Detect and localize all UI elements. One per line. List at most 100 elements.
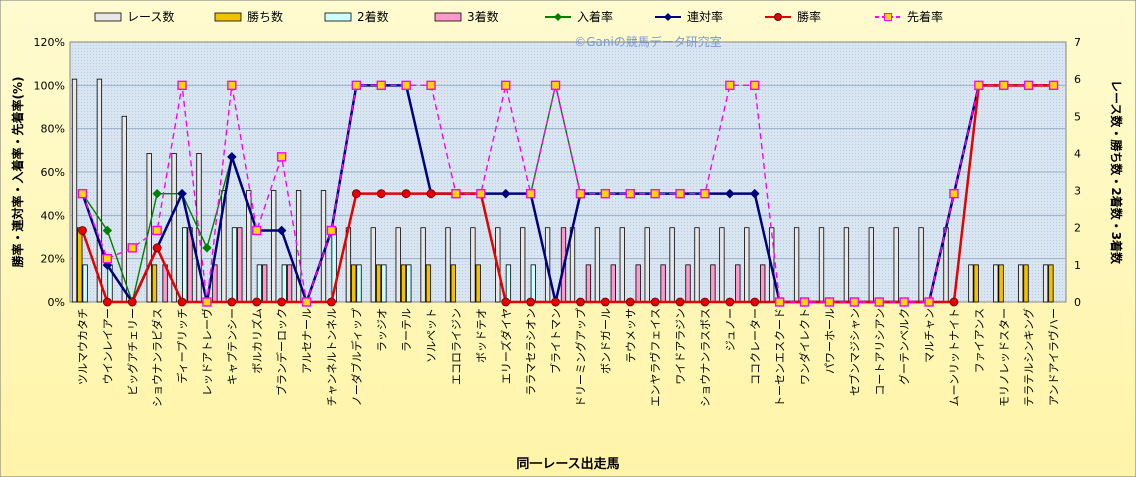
bar-2 [381, 264, 387, 303]
point-2 [949, 297, 959, 307]
x-tick-label: ボッドテオ [475, 308, 488, 363]
x-tick-label: ウインレイアー [101, 308, 114, 384]
x-tick-label: トーセンエスクード [774, 308, 787, 407]
point-2 [351, 189, 361, 199]
legend-marker [774, 13, 782, 21]
x-tick-label: ショウナンラピダス [150, 308, 164, 407]
y-left-tick-label: 120% [34, 36, 65, 49]
point-3 [600, 188, 611, 199]
y-left-tick-label: 0% [48, 296, 65, 309]
y-right-tick-label: 1 [1074, 259, 1081, 272]
point-3 [401, 80, 411, 91]
x-tick-label: ボルカリズム [250, 308, 264, 374]
x-tick-label: アンドアイラヴハー [1047, 308, 1061, 406]
point-1 [750, 188, 760, 199]
legend-marker [554, 13, 562, 21]
x-tick-label: ドリーミングアップ [573, 308, 587, 407]
point-3 [102, 253, 113, 264]
point-0 [102, 225, 113, 236]
bar-2 [231, 227, 238, 303]
x-tick-label: ディープリッチ [175, 308, 189, 384]
bar-3 [735, 264, 741, 303]
x-tick-label: ラッジオ [375, 308, 388, 352]
y-left-tick-label: 40% [41, 209, 65, 222]
bar-1 [998, 264, 1004, 303]
x-tick-label: モリノレッドスター [998, 308, 1011, 407]
point-3 [874, 297, 884, 307]
point-3 [849, 297, 860, 307]
x-tick-label: ワイドアラジン [674, 308, 687, 385]
y-right-tick-label: 6 [1074, 73, 1081, 86]
legend-label: 3着数 [467, 9, 499, 24]
y-right-tick-label: 3 [1074, 185, 1081, 198]
point-3 [949, 188, 959, 199]
x-tick-label: アルセナール [301, 308, 314, 374]
bar-0 [594, 227, 601, 303]
bar-1 [77, 227, 83, 303]
bar-0 [445, 227, 451, 303]
legend-swatch [214, 12, 242, 22]
point-2 [152, 243, 162, 253]
point-2 [177, 297, 187, 307]
x-tick-label: セブンマジシャン [847, 308, 861, 396]
bar-2 [182, 227, 188, 303]
x-tick-label: エコロライジン [450, 308, 463, 385]
point-3 [326, 225, 337, 236]
bar-2 [356, 264, 362, 303]
bar-2 [281, 264, 287, 303]
point-3 [127, 243, 137, 253]
legend-label: レース数 [127, 9, 174, 24]
axes: 0% 20% 40% 60% 80% 100% 120% 0 1 2 3 4 5 6 7 ツルマウカタチ ウイン… [34, 36, 1081, 407]
x-tick-label: ラーテル [400, 308, 413, 352]
y-right-tick-label: 7 [1074, 36, 1081, 49]
bar-2 [256, 264, 263, 303]
point-3 [650, 188, 660, 199]
point-3 [575, 188, 586, 199]
legend-marker [884, 13, 892, 21]
bar-3 [262, 264, 268, 303]
x-tick-label: ララマセラシオン [525, 308, 538, 396]
bar-0 [520, 227, 526, 303]
y-axis-left-title: 勝率・連対率・入着率・先着率(%) [10, 77, 25, 268]
bar-0 [893, 227, 899, 303]
point-3 [525, 188, 536, 199]
bar-0 [993, 264, 999, 303]
y-right-tick-label: 2 [1074, 222, 1081, 235]
point-2 [625, 297, 635, 307]
point-3 [799, 297, 810, 307]
x-tick-label: ボンドガール [599, 308, 612, 374]
bar-3 [610, 264, 616, 303]
point-2 [700, 297, 710, 307]
point-3 [376, 80, 386, 91]
point-1 [725, 188, 735, 199]
bar-1 [475, 264, 481, 303]
point-2 [102, 297, 112, 307]
point-2 [252, 297, 262, 307]
bar-1 [351, 264, 357, 303]
point-2 [127, 297, 137, 307]
x-tick-label: ファイアンス [973, 308, 986, 373]
y-right-tick-label: 5 [1074, 110, 1081, 123]
x-tick-label: マルチャン [923, 308, 936, 363]
x-tick-label: ツルマウカタチ [76, 308, 89, 385]
point-1 [501, 188, 511, 199]
bar-0 [171, 153, 177, 303]
x-tick-label: ジュノー [724, 308, 737, 351]
bar-0 [719, 227, 725, 303]
bar-0 [793, 227, 800, 303]
legend-label: 2着数 [357, 9, 389, 24]
y-right-tick-label: 0 [1074, 296, 1081, 309]
legend-label: 勝率 [797, 9, 821, 24]
point-2 [750, 297, 760, 307]
x-tick-label: グーテンベルク [897, 308, 911, 385]
point-3 [899, 297, 909, 307]
x-tick-label: チャンネルトンネル [325, 308, 338, 406]
point-3 [999, 80, 1009, 91]
bar-0 [1018, 264, 1024, 303]
y-axis-right-title: レース数・勝ち数・2着数・3着数 [1109, 80, 1124, 265]
x-tick-label: ビッグアチェリー [125, 308, 139, 396]
x-tick-label: パワーホール [823, 308, 836, 374]
point-2 [376, 189, 386, 199]
bar-0 [694, 227, 700, 303]
x-tick-label: コートアリシアン [873, 308, 886, 396]
